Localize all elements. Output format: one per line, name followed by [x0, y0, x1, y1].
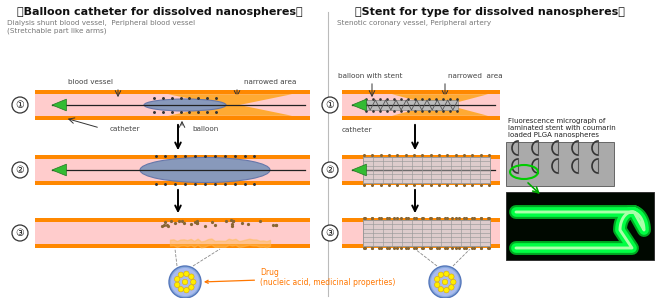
Circle shape	[191, 279, 196, 285]
Text: Drug
(nucleic acid, medicinal properties): Drug (nucleic acid, medicinal properties…	[205, 268, 395, 287]
Bar	[35, 218, 310, 248]
Text: ②: ②	[16, 165, 24, 175]
Text: Stenotic coronary vessel, Peripheral artery: Stenotic coronary vessel, Peripheral art…	[337, 20, 491, 26]
Bar	[363, 157, 490, 183]
Ellipse shape	[140, 158, 270, 182]
Text: catheter: catheter	[110, 126, 141, 132]
Text: ③: ③	[16, 228, 24, 238]
Circle shape	[322, 225, 338, 241]
Polygon shape	[352, 164, 366, 176]
Bar	[506, 142, 614, 186]
Bar	[35, 244, 310, 248]
Circle shape	[444, 271, 449, 277]
Bar	[363, 220, 490, 246]
Bar	[342, 218, 500, 222]
Text: catheter: catheter	[342, 127, 373, 133]
Circle shape	[12, 225, 28, 241]
Text: balloon: balloon	[192, 126, 218, 132]
Circle shape	[182, 279, 187, 285]
Bar	[35, 90, 310, 94]
Bar	[342, 155, 500, 185]
Circle shape	[12, 97, 28, 113]
Bar	[342, 116, 500, 120]
Circle shape	[178, 272, 183, 277]
Bar	[342, 181, 500, 185]
Circle shape	[434, 282, 440, 288]
Polygon shape	[168, 105, 292, 116]
Circle shape	[174, 282, 180, 288]
Circle shape	[183, 288, 189, 293]
Circle shape	[322, 97, 338, 113]
Text: ①: ①	[325, 100, 335, 110]
Polygon shape	[168, 94, 292, 105]
Polygon shape	[392, 105, 488, 116]
Circle shape	[171, 268, 199, 296]
Circle shape	[444, 288, 449, 293]
Circle shape	[438, 286, 444, 292]
Circle shape	[442, 279, 447, 285]
Bar	[342, 90, 500, 94]
Bar	[35, 90, 310, 120]
Circle shape	[434, 277, 440, 282]
Circle shape	[183, 271, 189, 277]
Polygon shape	[392, 94, 488, 105]
Polygon shape	[352, 99, 366, 111]
Text: blood vessel: blood vessel	[67, 79, 112, 85]
Circle shape	[449, 274, 454, 279]
Text: narrowed  area: narrowed area	[448, 73, 503, 79]
Text: Fluorescence micrograph of
laminated stent with coumarin
loaded PLGA nanospheres: Fluorescence micrograph of laminated ste…	[508, 118, 616, 138]
Text: Dialysis shunt blood vessel,  Peripheral blood vessel
(Stretchable part like arm: Dialysis shunt blood vessel, Peripheral …	[7, 20, 195, 33]
Polygon shape	[52, 99, 67, 111]
Bar	[35, 116, 310, 120]
Text: 【Balloon catheter for dissolved nanospheres】: 【Balloon catheter for dissolved nanosphe…	[17, 7, 303, 17]
Circle shape	[174, 277, 180, 282]
Circle shape	[438, 272, 444, 277]
Circle shape	[189, 285, 194, 290]
Bar	[342, 244, 500, 248]
Polygon shape	[52, 164, 67, 176]
Bar	[35, 181, 310, 185]
Circle shape	[449, 285, 454, 290]
Circle shape	[189, 274, 194, 279]
Bar	[35, 155, 310, 185]
Text: narrowed area: narrowed area	[244, 79, 296, 85]
Ellipse shape	[144, 99, 226, 111]
Circle shape	[451, 279, 456, 285]
Bar	[342, 90, 500, 120]
Circle shape	[322, 162, 338, 178]
Circle shape	[169, 266, 201, 298]
Text: ①: ①	[16, 100, 24, 110]
Bar	[342, 155, 500, 159]
Text: balloon with stent: balloon with stent	[338, 73, 403, 79]
Bar	[35, 155, 310, 159]
Bar	[365, 100, 458, 110]
Bar	[35, 218, 310, 222]
Text: ②: ②	[325, 165, 335, 175]
Text: ③: ③	[325, 228, 335, 238]
Circle shape	[178, 286, 183, 292]
Text: 【Stent for type for dissolved nanospheres】: 【Stent for type for dissolved nanosphere…	[355, 7, 625, 17]
Circle shape	[431, 268, 459, 296]
Bar	[506, 192, 654, 260]
Bar	[342, 218, 500, 248]
Circle shape	[429, 266, 461, 298]
Circle shape	[12, 162, 28, 178]
